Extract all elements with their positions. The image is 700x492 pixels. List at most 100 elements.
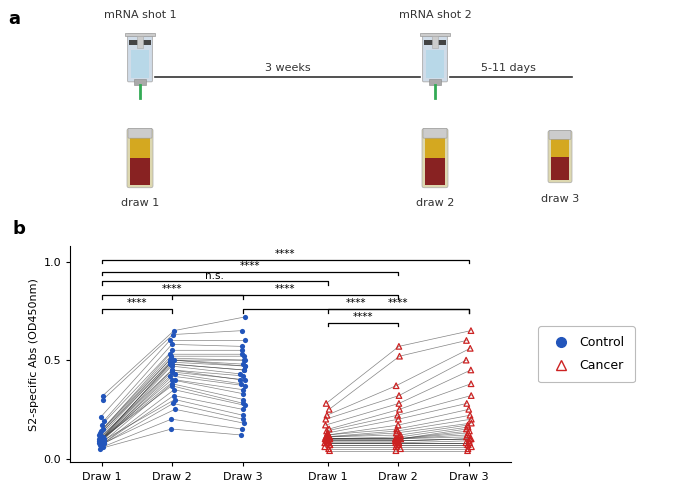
Point xyxy=(463,439,475,447)
Text: ****: **** xyxy=(239,261,260,271)
Point xyxy=(95,427,106,435)
Point xyxy=(237,411,248,419)
Point xyxy=(239,356,251,364)
Text: mRNA shot 1: mRNA shot 1 xyxy=(104,10,176,20)
Point xyxy=(96,421,107,429)
Point xyxy=(169,327,180,335)
Point xyxy=(319,439,330,447)
Text: draw 1: draw 1 xyxy=(121,198,159,208)
Point xyxy=(393,392,405,400)
Point xyxy=(393,421,404,429)
Point xyxy=(237,350,248,358)
Point xyxy=(391,382,402,390)
Point xyxy=(461,400,472,407)
Point xyxy=(164,337,176,344)
Point xyxy=(393,439,405,447)
Point xyxy=(98,417,109,425)
Point xyxy=(324,441,335,449)
Point xyxy=(237,346,248,354)
Point xyxy=(97,435,108,443)
Bar xyxy=(551,138,569,156)
Point xyxy=(238,366,249,374)
Point xyxy=(97,435,108,443)
Point xyxy=(390,439,401,447)
Text: ****: **** xyxy=(275,284,295,294)
FancyBboxPatch shape xyxy=(128,128,152,138)
Point xyxy=(169,370,181,378)
Point xyxy=(94,441,106,449)
Point xyxy=(169,405,181,413)
Point xyxy=(99,439,110,447)
Point xyxy=(323,405,335,413)
Point xyxy=(238,396,249,403)
Point xyxy=(165,372,176,380)
FancyBboxPatch shape xyxy=(423,128,447,138)
Point xyxy=(320,421,331,429)
Point xyxy=(165,352,176,360)
Point xyxy=(94,437,105,445)
Point xyxy=(321,400,332,407)
Point xyxy=(464,435,475,443)
Point xyxy=(239,382,251,390)
Point xyxy=(394,352,405,360)
Point xyxy=(169,376,181,384)
Point xyxy=(166,340,177,348)
FancyBboxPatch shape xyxy=(127,34,153,82)
Point xyxy=(465,435,476,443)
Point xyxy=(94,433,106,441)
Point xyxy=(463,405,475,413)
Point xyxy=(238,366,249,374)
FancyBboxPatch shape xyxy=(548,130,572,183)
Bar xyxy=(420,32,450,36)
Point xyxy=(393,342,405,350)
Point xyxy=(95,413,106,421)
Point xyxy=(463,429,474,437)
Point xyxy=(164,358,176,366)
Point xyxy=(391,435,402,443)
Point xyxy=(391,441,402,449)
Text: mRNA shot 2: mRNA shot 2 xyxy=(398,10,471,20)
Point xyxy=(238,356,249,364)
Point xyxy=(237,360,248,368)
Point xyxy=(323,435,335,443)
Point xyxy=(167,400,178,407)
Point xyxy=(463,437,475,445)
Point xyxy=(321,437,332,445)
Bar xyxy=(129,40,151,45)
Point xyxy=(237,405,248,413)
Point xyxy=(324,435,335,443)
Point xyxy=(97,392,108,400)
Point xyxy=(391,425,402,433)
Y-axis label: S2-specific Abs (OD450nm): S2-specific Abs (OD450nm) xyxy=(29,278,39,430)
Text: ****: **** xyxy=(127,298,147,308)
Point xyxy=(390,437,401,445)
Point xyxy=(236,380,247,388)
Point xyxy=(166,354,177,362)
Point xyxy=(166,362,177,370)
Legend: Control, Cancer: Control, Cancer xyxy=(538,326,635,382)
Point xyxy=(236,425,247,433)
Bar xyxy=(125,32,155,36)
Point xyxy=(323,437,334,445)
Bar xyxy=(426,50,444,78)
Point xyxy=(466,419,477,427)
Point xyxy=(98,433,109,441)
Point xyxy=(234,370,246,378)
Point xyxy=(320,415,331,423)
Text: 3 weeks: 3 weeks xyxy=(265,63,310,73)
Text: n.s.: n.s. xyxy=(205,271,224,280)
Point xyxy=(97,425,108,433)
Point xyxy=(98,435,109,443)
Point xyxy=(461,431,472,439)
Point xyxy=(393,435,405,443)
Point xyxy=(97,396,108,403)
Point xyxy=(393,439,405,447)
Point xyxy=(462,441,473,449)
Point xyxy=(240,313,251,321)
Point xyxy=(94,437,105,445)
Point xyxy=(323,439,334,447)
Point xyxy=(167,331,178,338)
Point xyxy=(238,352,249,360)
Text: draw 2: draw 2 xyxy=(416,198,454,208)
Point xyxy=(466,392,477,400)
